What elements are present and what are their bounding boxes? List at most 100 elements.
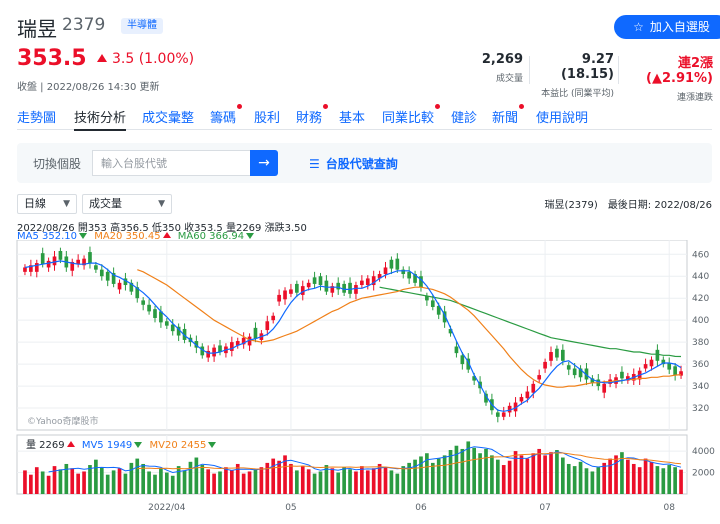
chart-meta: 瑞昱(2379) 最後日期: 2022/08/26	[535, 196, 712, 211]
stat-streak: 連2漲 (▲2.91%) 連漲連跌	[621, 52, 713, 103]
volume-bar	[129, 462, 134, 494]
volume-bar	[348, 469, 352, 494]
candle-body	[229, 342, 234, 351]
candle-body	[306, 282, 311, 288]
volume-bar	[218, 471, 222, 494]
volume-bar	[495, 459, 500, 494]
code-lookup-label: 台股代號查詢	[325, 157, 398, 171]
volume-bar	[105, 474, 110, 494]
volume-bar	[58, 469, 63, 494]
submit-button[interactable]: →	[250, 150, 278, 176]
volume-bar	[490, 455, 494, 494]
candle-body	[88, 252, 92, 264]
volume-bar	[466, 441, 471, 494]
mv20-line	[137, 452, 682, 470]
volume-bar	[560, 457, 565, 494]
tab-trades[interactable]: 成交彙整	[142, 107, 194, 126]
candle-body	[200, 346, 205, 356]
volume-bar	[602, 462, 607, 494]
volume-bar	[525, 458, 530, 494]
tab-news[interactable]: 新聞	[492, 104, 525, 126]
candle-body	[454, 346, 459, 354]
candle-body	[425, 296, 429, 301]
candle-body	[667, 363, 672, 370]
price-tick-label: 380	[692, 338, 709, 348]
candle-body	[295, 283, 299, 293]
volume-bar	[360, 466, 364, 494]
candle-body	[543, 361, 547, 369]
ma20-label: MA20 350.45	[94, 231, 161, 242]
candle-body	[360, 280, 364, 286]
tab-help[interactable]: 使用說明	[536, 107, 588, 126]
ma-legend: MA5 352.10 MA20 350.45 MA60 366.94	[17, 231, 258, 242]
kline-chart[interactable]: 320 340 360 380 400 420 440 460 2000 4000 2022/04 0…	[0, 240, 720, 524]
volume-bar	[135, 458, 140, 494]
volume-bar	[170, 475, 175, 494]
code-lookup-link[interactable]: ☰ 台股代號查詢	[309, 155, 398, 172]
price-tick-label: 320	[692, 404, 709, 414]
volume-bar	[206, 469, 211, 494]
candle-body	[170, 324, 175, 332]
candle-body	[649, 359, 654, 367]
volume-bar	[40, 471, 45, 494]
candle-body	[147, 304, 151, 312]
volume-bar	[52, 466, 57, 494]
candle-body	[537, 375, 542, 380]
stat-divider	[618, 56, 619, 84]
ma20-line	[137, 269, 682, 388]
ma5-line	[24, 260, 682, 412]
stat-volume-label: 成交量	[495, 74, 523, 84]
tab-peer-compare[interactable]: 同業比較	[382, 104, 441, 126]
volume-bar	[295, 470, 299, 494]
candle-body	[34, 263, 39, 272]
chevron-down-icon: ▼	[158, 199, 165, 209]
tab-chips[interactable]: 籌碼	[210, 104, 243, 126]
volume-bar	[419, 456, 423, 494]
stat-streak-value: 連2漲 (▲2.91%)	[646, 56, 713, 86]
stock-code-input[interactable]	[92, 150, 250, 176]
volume-bar	[507, 460, 512, 494]
candle-body	[555, 348, 559, 358]
tab-dividend[interactable]: 股利	[254, 107, 280, 126]
volume-bar	[401, 466, 406, 494]
add-to-watchlist-button[interactable]: ☆ 加入自選股	[614, 15, 720, 39]
tab-label: 新聞	[492, 111, 519, 126]
candle-body	[371, 276, 376, 286]
tab-technical[interactable]: 技術分析	[74, 107, 127, 131]
tab-trend[interactable]: 走勢圖	[17, 107, 56, 126]
volume-bar	[596, 467, 601, 494]
candle-body	[58, 250, 63, 260]
indicator-value: 成交量	[89, 197, 122, 210]
tab-health[interactable]: 健診	[451, 107, 477, 126]
list-icon: ☰	[309, 157, 320, 171]
candle-body	[377, 274, 382, 279]
candle-body	[153, 309, 157, 318]
candle-body	[395, 258, 400, 270]
candle-body	[52, 256, 57, 266]
volume-bar	[395, 473, 400, 494]
candle-body	[566, 365, 571, 370]
indicator-select[interactable]: 成交量 ▼	[82, 194, 172, 214]
price-change: 3.5 (1.00%)	[97, 51, 194, 67]
volume-bar	[643, 458, 648, 494]
notification-dot	[237, 104, 243, 109]
candle-body	[241, 337, 246, 345]
candle-body	[348, 282, 352, 294]
period-select[interactable]: 日線 ▼	[17, 194, 77, 214]
volume-bar	[425, 453, 429, 494]
tab-label: 基本	[339, 111, 366, 126]
candle-body	[99, 269, 104, 277]
tab-profile[interactable]: 基本	[339, 107, 365, 126]
sector-badge[interactable]: 半導體	[121, 18, 163, 34]
candle-body	[218, 345, 222, 353]
tab-finance[interactable]: 財務	[296, 104, 329, 126]
candle-body	[501, 412, 506, 417]
candle-body	[111, 272, 116, 284]
volume-bar	[46, 475, 51, 494]
tab-label: 使用說明	[536, 111, 589, 126]
volume-bar	[442, 455, 447, 494]
candle-body	[324, 280, 329, 292]
volume-bar	[212, 473, 216, 494]
period-value: 日線	[24, 197, 46, 210]
volume-bar	[584, 468, 589, 494]
